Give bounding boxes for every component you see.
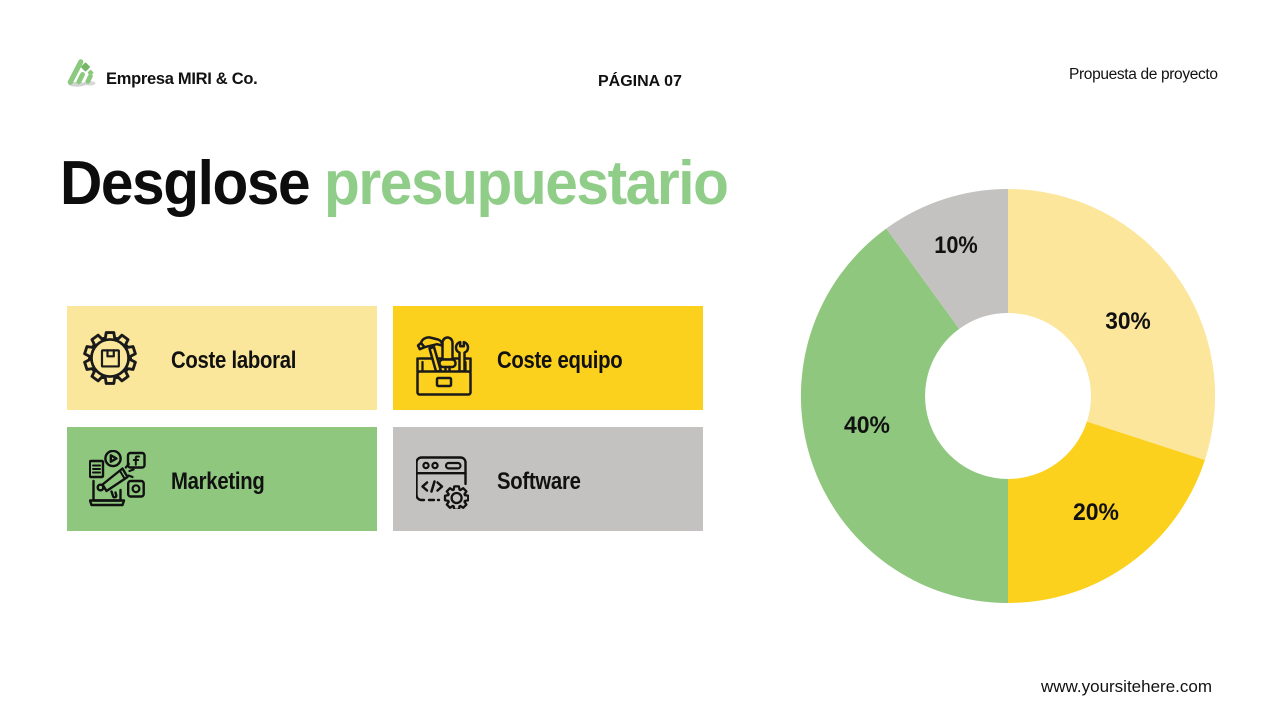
- svg-text:40%: 40%: [844, 412, 890, 439]
- svg-text:30%: 30%: [1105, 308, 1151, 335]
- svg-text:10%: 10%: [934, 232, 978, 259]
- svg-text:20%: 20%: [1073, 499, 1119, 526]
